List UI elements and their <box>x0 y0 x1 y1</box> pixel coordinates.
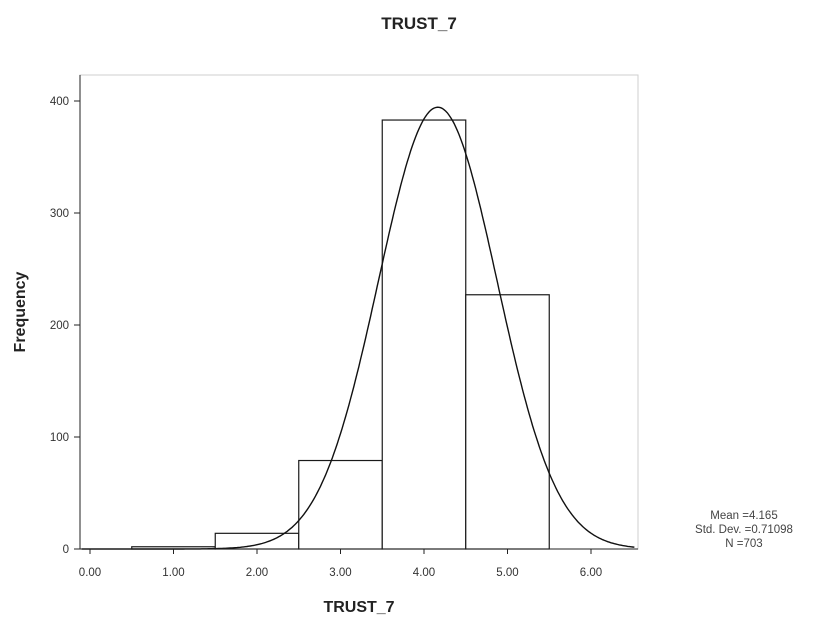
y-tick-label: 0 <box>63 544 69 556</box>
stats-std-dev: Std. Dev. =0.71098 <box>695 524 793 536</box>
x-ticks-group: 0.00 1.00 2.00 3.00 4.00 5.00 6.00 <box>79 549 602 579</box>
bars-group <box>131 119 550 550</box>
y-tick-label: 100 <box>50 432 69 444</box>
x-tick-label: 6.00 <box>580 567 602 579</box>
stats-mean: Mean =4.165 <box>710 510 777 522</box>
y-axis-title: Frequency <box>12 271 29 352</box>
x-tick-label: 3.00 <box>329 567 351 579</box>
histogram-bar-5 <box>465 294 550 550</box>
histogram-bar-2 <box>214 532 300 550</box>
y-ticks-group: 0 100 200 300 400 <box>50 96 80 556</box>
x-tick-label: 0.00 <box>79 567 101 579</box>
x-tick-label: 4.00 <box>413 567 435 579</box>
x-tick-label: 5.00 <box>496 567 518 579</box>
stats-box: Mean =4.165 Std. Dev. =0.71098 N =703 <box>695 510 793 550</box>
chart-title: TRUST_7 <box>381 14 457 33</box>
y-tick-label: 200 <box>50 320 69 332</box>
x-tick-label: 2.00 <box>246 567 268 579</box>
histogram-bar-4 <box>381 119 467 550</box>
histogram-bar-3 <box>298 459 383 550</box>
x-tick-label: 1.00 <box>162 567 184 579</box>
x-axis-title: TRUST_7 <box>323 599 394 616</box>
y-tick-label: 400 <box>50 96 69 108</box>
y-tick-label: 300 <box>50 208 69 220</box>
stats-n: N =703 <box>725 538 762 550</box>
